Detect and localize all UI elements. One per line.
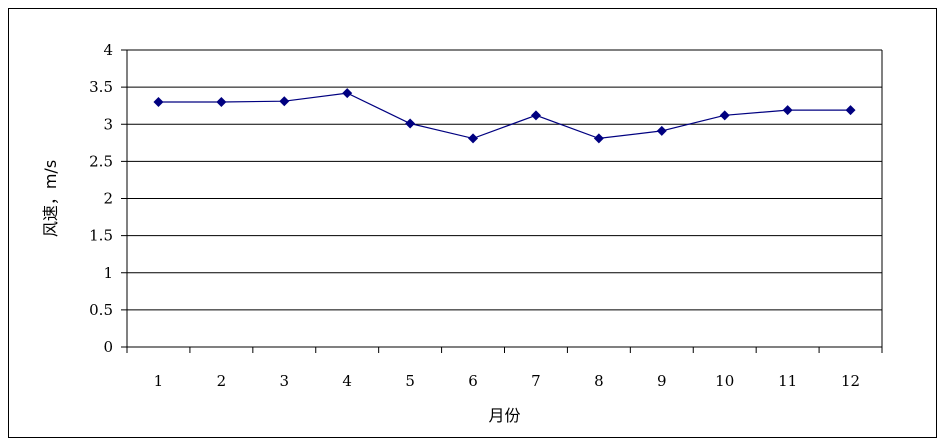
y-tick-label: 4 — [103, 41, 113, 59]
y-tick-label: 1.5 — [89, 227, 113, 245]
data-point-marker — [719, 110, 730, 121]
y-axis-title: 风速，m/s — [41, 160, 60, 237]
data-point-marker — [782, 105, 793, 116]
y-tick-label: 2.5 — [89, 152, 113, 170]
data-point-marker — [530, 110, 541, 121]
x-tick-label: 10 — [715, 372, 734, 390]
series-markers — [153, 88, 856, 144]
y-tick-label: 0 — [103, 338, 113, 356]
data-point-marker — [593, 133, 604, 144]
data-point-marker — [656, 125, 667, 136]
y-tick-label: 2 — [103, 190, 113, 208]
data-point-marker — [153, 96, 164, 107]
y-tick-label: 3.5 — [89, 78, 113, 96]
line-chart: 00.511.522.533.54 1 2 3 4 5 6 7 8 9 10 11 12 月份 风速，… — [41, 41, 883, 425]
x-tick-label: 2 — [217, 372, 227, 390]
data-point-marker — [468, 133, 479, 144]
x-tick-labels: 1 2 3 4 5 6 7 8 9 10 11 12 — [154, 372, 860, 390]
x-tick-label: 6 — [468, 372, 478, 390]
series-line-path — [158, 92, 851, 140]
x-tick-label: 9 — [657, 372, 667, 390]
x-tick-label: 7 — [531, 372, 541, 390]
x-tick-label: 8 — [594, 372, 604, 390]
x-tick-label: 5 — [405, 372, 415, 390]
x-axis-title: 月份 — [488, 406, 520, 425]
data-point-marker — [845, 105, 856, 116]
data-point-marker — [405, 118, 416, 129]
data-point-marker — [342, 88, 353, 99]
gridlines — [127, 49, 882, 311]
data-point-marker — [279, 96, 290, 107]
y-tick-label: 3 — [103, 115, 113, 133]
x-tick-label: 3 — [280, 372, 290, 390]
data-point-marker — [216, 96, 227, 107]
y-tick-labels: 0 0.5 1 1.5 2 2.5 3 3.5 4 — [89, 41, 113, 356]
x-tick-label: 11 — [778, 372, 797, 390]
series-line — [158, 92, 851, 140]
x-tick-label: 12 — [841, 372, 860, 390]
x-tick-label: 4 — [342, 372, 352, 390]
x-tick-label: 1 — [154, 372, 164, 390]
chart-frame: 0 0.5 1 1.5 2 2.5 3 3.5 4 1 2 3 4 5 6 7 8 9 10 11 12 月份 风速，… — [8, 8, 937, 438]
y-tick-label: 1 — [103, 264, 113, 282]
axes — [121, 49, 883, 353]
y-tick-label: 0.5 — [89, 301, 113, 319]
